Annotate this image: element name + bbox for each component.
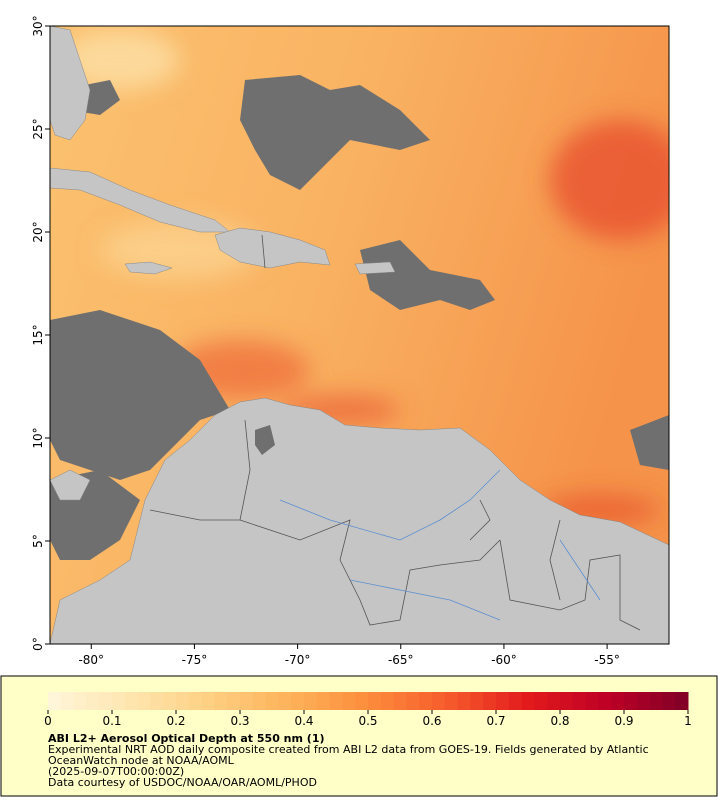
colorbar-tick-label: 0.6 bbox=[422, 714, 441, 728]
colorbar-cell bbox=[572, 692, 587, 710]
lake-maracaibo bbox=[255, 425, 275, 455]
lat-tick-label: 30° bbox=[31, 15, 45, 36]
caption-line: (2025-09-07T00:00:00Z) bbox=[48, 765, 184, 778]
borders bbox=[149, 234, 641, 631]
colorbar-cell bbox=[534, 692, 548, 710]
colorbar-tick-label: 1 bbox=[684, 714, 692, 728]
colorbar-tick-label: 0.5 bbox=[358, 714, 377, 728]
colorbar-cell bbox=[560, 692, 574, 710]
lat-tick-label: 5° bbox=[31, 534, 45, 548]
lat-tick-label: 15° bbox=[31, 324, 45, 345]
colorbar-tick-label: 0.4 bbox=[294, 714, 313, 728]
caption-title: ABI L2+ Aerosol Optical Depth at 550 nm … bbox=[48, 732, 325, 745]
rivers bbox=[279, 469, 601, 621]
colorbar-cell bbox=[675, 692, 689, 710]
colorbar-tick-label: 0.2 bbox=[166, 714, 185, 728]
caption-line: Data courtesy of USDOC/NOAA/OAR/AOML/PHO… bbox=[48, 776, 317, 789]
colorbar-tick-label: 0.1 bbox=[102, 714, 121, 728]
colorbar-cell bbox=[342, 692, 356, 710]
caption-line: OceanWatch node at NOAA/AOML bbox=[48, 754, 235, 767]
colorbar-cell bbox=[214, 692, 228, 710]
colorbar-tick-label: 0.3 bbox=[230, 714, 249, 728]
colorbar-cell bbox=[444, 692, 459, 710]
colorbar-cell bbox=[406, 692, 420, 710]
colorbar-cell bbox=[368, 692, 382, 710]
colorbar-cell bbox=[86, 692, 100, 710]
colorbar-cell bbox=[508, 692, 523, 710]
lat-tick-label: 10° bbox=[31, 427, 45, 448]
colorbar-cell bbox=[278, 692, 292, 710]
colorbar-cell bbox=[60, 692, 75, 710]
colorbar-cell bbox=[163, 692, 177, 710]
colorbar-cell bbox=[649, 692, 663, 710]
colorbar-tick-label: 0 bbox=[44, 714, 52, 728]
lon-tick-label: -55° bbox=[594, 653, 620, 667]
colorbar-cell bbox=[227, 692, 241, 710]
colorbar-cell bbox=[240, 692, 254, 710]
colorbar-cell bbox=[124, 692, 139, 710]
lon-tick-label: -75° bbox=[182, 653, 208, 667]
colorbar-cell bbox=[624, 692, 638, 710]
colorbar-cell bbox=[252, 692, 267, 710]
map-area bbox=[50, 26, 669, 644]
colorbar-cell bbox=[393, 692, 407, 710]
colorbar-cell bbox=[419, 692, 433, 710]
colorbar-cell bbox=[355, 692, 369, 710]
colorbar-cell bbox=[585, 692, 599, 710]
colorbar-cell bbox=[48, 692, 62, 710]
colorbar-cell bbox=[432, 692, 446, 710]
land bbox=[50, 26, 669, 644]
colorbar-cell bbox=[611, 692, 625, 710]
colorbar-cell bbox=[636, 692, 651, 710]
colorbar-cell bbox=[291, 692, 305, 710]
clouds bbox=[50, 75, 669, 560]
lat-tick-label: 20° bbox=[31, 221, 45, 242]
colorbar-cell bbox=[457, 692, 471, 710]
colorbar-cell bbox=[112, 692, 126, 710]
lon-tick-label: -70° bbox=[285, 653, 311, 667]
colorbar-cell bbox=[201, 692, 215, 710]
colorbar-cell bbox=[150, 692, 164, 710]
colorbar-tick-label: 0.7 bbox=[486, 714, 505, 728]
colorbar-cell bbox=[265, 692, 279, 710]
colorbar-cell bbox=[304, 692, 318, 710]
colorbar-cell bbox=[496, 692, 510, 710]
colorbar-tick-label: 0.9 bbox=[614, 714, 633, 728]
colorbar-cell bbox=[176, 692, 190, 710]
colorbar-cell bbox=[380, 692, 395, 710]
colorbar-cell bbox=[137, 692, 151, 710]
colorbar-cell bbox=[99, 692, 113, 710]
colorbar-cell bbox=[316, 692, 331, 710]
colorbar-cell bbox=[73, 692, 87, 710]
colorbar-cell bbox=[662, 692, 676, 710]
lon-tick-label: -80° bbox=[78, 653, 104, 667]
lon-tick-label: -65° bbox=[388, 653, 414, 667]
lat-tick-label: 25° bbox=[31, 118, 45, 139]
colorbar-cell bbox=[598, 692, 612, 710]
colorbar-cell bbox=[188, 692, 203, 710]
lon-tick-label: -60° bbox=[491, 653, 517, 667]
lat-tick-label: 0° bbox=[31, 637, 45, 651]
colorbar-cell bbox=[521, 692, 535, 710]
colorbar-tick-label: 0.8 bbox=[550, 714, 569, 728]
colorbar-cell bbox=[470, 692, 484, 710]
colorbar-cell bbox=[329, 692, 343, 710]
caption-line: Experimental NRT AOD daily composite cre… bbox=[48, 743, 649, 756]
colorbar-cell bbox=[547, 692, 561, 710]
colorbar-cell bbox=[483, 692, 497, 710]
